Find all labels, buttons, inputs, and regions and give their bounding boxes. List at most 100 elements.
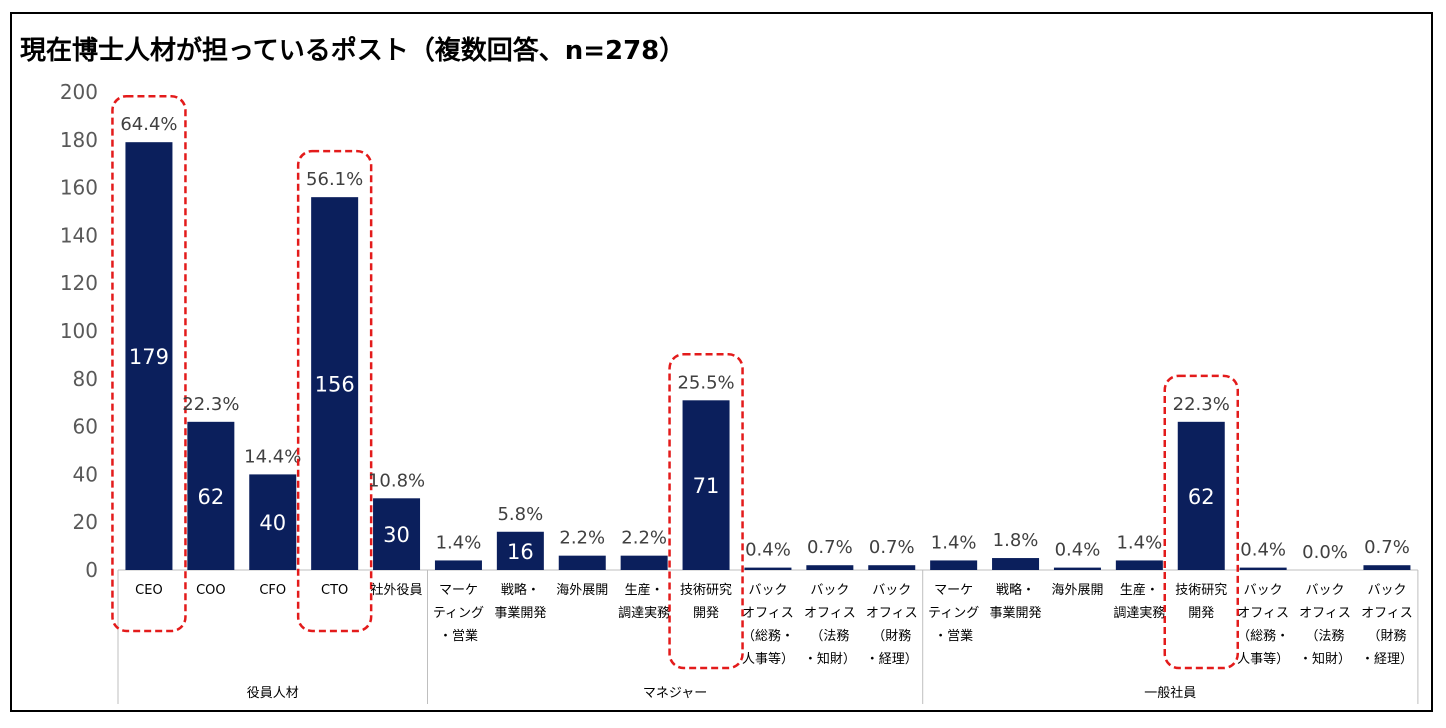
category-label: 社外役員 <box>371 582 423 598</box>
category-label: オフィス <box>1237 606 1289 621</box>
value-label: 40 <box>259 511 286 535</box>
percent-label: 0.4% <box>745 540 791 561</box>
bar <box>249 474 297 570</box>
category-label: ・営業 <box>439 628 478 644</box>
bar <box>1053 567 1101 570</box>
category-label: 事業開発 <box>990 605 1042 621</box>
bar <box>806 565 854 570</box>
category-label: ・経理） <box>1361 652 1413 667</box>
percent-label: 25.5% <box>677 372 734 393</box>
value-label: 30 <box>383 523 410 547</box>
value-label: 156 <box>315 373 355 397</box>
category-label: （財務 <box>1367 629 1406 644</box>
percent-label: 5.8% <box>497 504 543 525</box>
bar <box>1177 421 1225 570</box>
highlight-box <box>1163 374 1239 670</box>
group-label: 一般社員 <box>1144 685 1196 701</box>
bar <box>1363 565 1411 570</box>
bar <box>620 555 668 570</box>
bar <box>558 555 606 570</box>
category-label: （法務 <box>1306 629 1345 644</box>
y-tick-label: 40 <box>73 462 98 486</box>
group-label: 役員人材 <box>247 686 299 701</box>
percent-label: 1.4% <box>1116 532 1162 553</box>
category-label: オフィス <box>1361 606 1413 621</box>
percent-label: 2.2% <box>559 528 605 549</box>
percent-label: 14.4% <box>244 446 301 467</box>
category-label: （法務 <box>810 629 849 644</box>
category-label: オフィス <box>804 606 856 621</box>
category-label: バック <box>1367 583 1406 598</box>
category-label: ティング <box>433 606 484 621</box>
category-label: バック <box>748 583 787 598</box>
bar <box>868 565 916 570</box>
category-label: （総務・ <box>742 629 794 644</box>
category-label: バック <box>1306 583 1345 598</box>
category-label: 調達実務 <box>1113 605 1165 621</box>
bar <box>125 142 173 570</box>
category-label: オフィス <box>866 606 918 621</box>
percent-label: 2.2% <box>621 528 667 549</box>
category-label: 事業開発 <box>494 605 546 621</box>
category-label: 戦略・ <box>996 582 1035 598</box>
category-label: ・知財） <box>804 651 856 667</box>
category-label: ・経理） <box>866 652 918 667</box>
group-label: マネジャー <box>643 686 707 701</box>
percent-label: 0.7% <box>807 537 853 558</box>
category-label: COO <box>196 583 226 598</box>
y-tick-label: 140 <box>60 223 98 247</box>
category-label: CFO <box>259 583 286 598</box>
category-label: バック <box>872 583 911 598</box>
bar <box>682 400 730 570</box>
percent-label: 0.0% <box>1302 542 1348 563</box>
bar <box>744 567 792 570</box>
y-tick-label: 80 <box>73 367 98 391</box>
value-label: 71 <box>693 474 720 498</box>
category-label: ・営業 <box>934 628 973 644</box>
category-label: ・知財） <box>1299 651 1351 667</box>
percent-label: 1.4% <box>931 532 977 553</box>
category-label: 生産・ <box>1120 582 1159 598</box>
y-tick-label: 160 <box>60 176 98 200</box>
category-label: 人事等） <box>1237 651 1289 667</box>
category-label: 生産・ <box>625 582 664 598</box>
category-label: 人事等） <box>742 651 794 667</box>
category-label: ティング <box>928 606 979 621</box>
category-label: 海外展開 <box>1051 583 1103 598</box>
y-tick-label: 200 <box>60 80 98 104</box>
category-label: バック <box>810 583 849 598</box>
y-tick-label: 180 <box>60 128 98 152</box>
y-tick-label: 0 <box>85 558 98 582</box>
bar <box>1239 567 1287 570</box>
percent-label: 22.3% <box>182 394 239 415</box>
percent-label: 0.7% <box>1364 537 1410 558</box>
bar <box>311 197 359 570</box>
y-tick-label: 60 <box>73 415 98 439</box>
bar <box>1115 560 1163 570</box>
category-label: 技術研究 <box>1175 583 1227 598</box>
category-label: マーケ <box>439 583 478 598</box>
highlight-box <box>111 94 187 633</box>
percent-label: 1.8% <box>993 530 1039 551</box>
category-label: マーケ <box>934 583 973 598</box>
percent-label: 1.4% <box>436 532 482 553</box>
category-label: 開発 <box>693 606 719 621</box>
category-label: 技術研究 <box>680 583 732 598</box>
percent-label: 10.8% <box>368 470 425 491</box>
category-label: CTO <box>321 583 348 598</box>
bar <box>187 421 235 570</box>
bar <box>373 498 421 570</box>
category-label: （総務・ <box>1237 629 1289 644</box>
value-label: 62 <box>197 485 224 509</box>
y-tick-label: 20 <box>73 510 98 534</box>
y-tick-label: 100 <box>60 319 98 343</box>
category-label: CEO <box>135 583 163 598</box>
value-label: 62 <box>1188 485 1215 509</box>
chart-frame <box>10 12 1433 712</box>
percent-label: 56.1% <box>306 169 363 190</box>
category-label: オフィス <box>742 606 794 621</box>
percent-label: 22.3% <box>1173 394 1230 415</box>
bar <box>434 560 482 570</box>
value-label: 179 <box>129 345 169 369</box>
